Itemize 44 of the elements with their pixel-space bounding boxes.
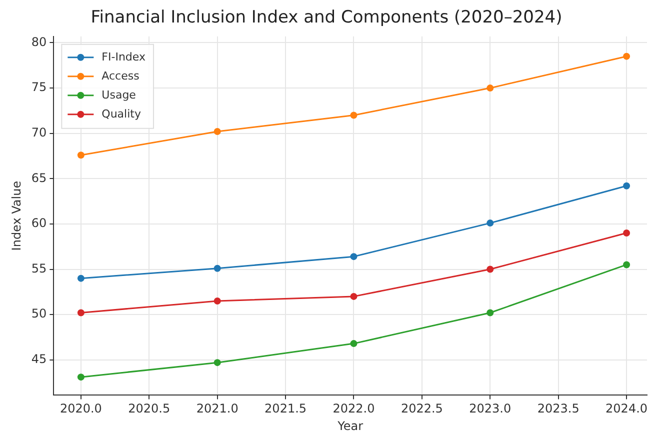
- y-tick-label: 50: [31, 306, 47, 321]
- point: [350, 292, 358, 300]
- x-axis-title: Year: [336, 418, 364, 433]
- point: [486, 220, 494, 227]
- point: [77, 152, 84, 159]
- y-tick-label: 45: [31, 352, 47, 366]
- point: [214, 297, 221, 304]
- point: [77, 309, 84, 316]
- y-axis-title: Index Value: [9, 180, 24, 251]
- legend-label: FI-Index: [102, 50, 146, 64]
- point: [623, 52, 630, 60]
- y-tick-label: 75: [31, 80, 47, 94]
- point: [486, 309, 494, 316]
- legend-label: Usage: [102, 88, 136, 102]
- chart-title: Financial Inclusion Index and Components (2020–2024): [90, 8, 562, 28]
- x-tick-label: 2023.5: [537, 402, 580, 416]
- x-tick-label: 2024.0: [606, 402, 648, 416]
- point: [623, 182, 630, 190]
- x-tick-label: 2023.0: [469, 402, 512, 416]
- point: [214, 264, 221, 272]
- y-tick-label: 70: [31, 125, 47, 140]
- x-tick-label: 2020.0: [60, 402, 102, 416]
- y-tick-label: 60: [31, 216, 47, 230]
- point: [77, 274, 84, 282]
- point: [623, 261, 630, 268]
- y-tick-label: 80: [31, 34, 47, 49]
- point: [214, 359, 221, 366]
- x-tick-label: 2022.0: [332, 402, 375, 416]
- y-tick-label: 65: [31, 170, 47, 185]
- x-tick-label: 2021.5: [264, 402, 307, 416]
- point: [350, 112, 358, 119]
- x-tick-label: 2021.0: [196, 402, 238, 416]
- point: [486, 84, 494, 92]
- point: [214, 128, 221, 136]
- point: [350, 340, 358, 348]
- x-tick-label: 2020.5: [128, 402, 170, 416]
- point: [350, 253, 358, 260]
- legend-label: Access: [102, 69, 140, 82]
- legend-label: Quality: [102, 107, 142, 120]
- y-tick-label: 55: [31, 261, 47, 276]
- point: [77, 374, 84, 381]
- x-tick-label: 2022.5: [400, 402, 443, 416]
- point: [486, 266, 494, 273]
- point: [623, 230, 630, 237]
